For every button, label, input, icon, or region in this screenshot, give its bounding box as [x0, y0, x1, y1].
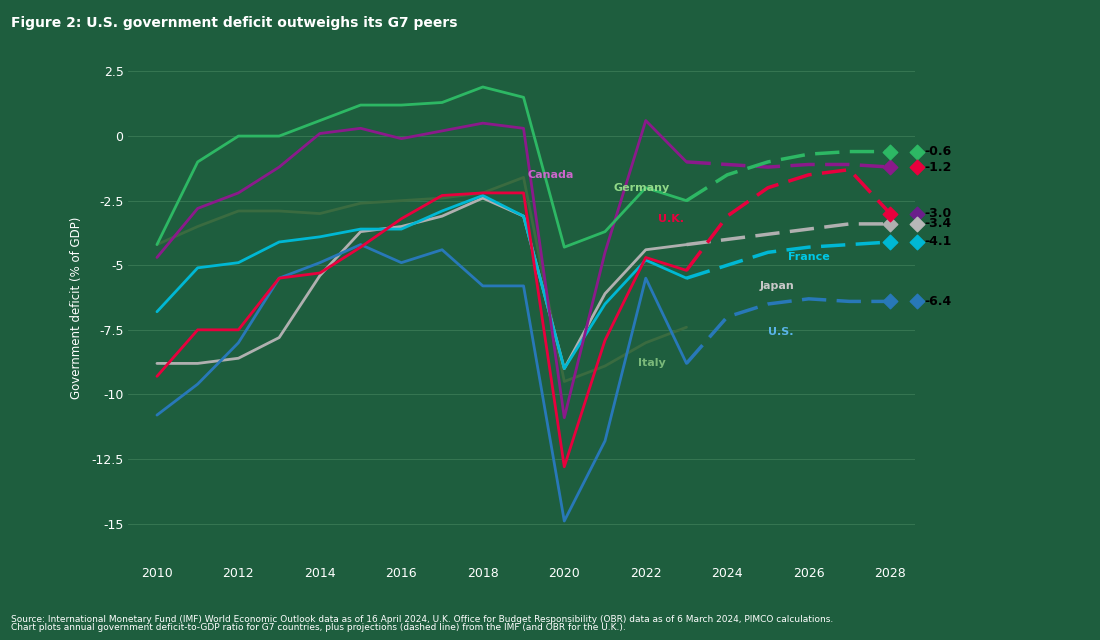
Point [908, 162, 925, 172]
Text: Italy: Italy [638, 358, 666, 369]
Text: France: France [789, 253, 830, 262]
Text: Chart plots annual government deficit-to-GDP ratio for G7 countries, plus projec: Chart plots annual government deficit-to… [11, 623, 626, 632]
Text: U.K.: U.K. [658, 214, 684, 224]
Text: -0.6: -0.6 [925, 145, 952, 158]
Point [908, 147, 925, 157]
Point [908, 219, 925, 229]
Text: -6.4: -6.4 [925, 295, 952, 308]
Text: -1.2: -1.2 [925, 161, 953, 173]
Text: Canada: Canada [528, 170, 574, 180]
Text: -4.1: -4.1 [925, 236, 953, 248]
Text: Source: International Monetary Fund (IMF) World Economic Outlook data as of 16 A: Source: International Monetary Fund (IMF… [11, 615, 834, 624]
Text: Germany: Germany [613, 183, 670, 193]
Text: U.S.: U.S. [768, 328, 793, 337]
Point [881, 237, 899, 247]
Point [881, 219, 899, 229]
Point [881, 209, 899, 219]
Point [881, 162, 899, 172]
Text: -3.0: -3.0 [925, 207, 952, 220]
Y-axis label: Government deficit (% of GDP): Government deficit (% of GDP) [70, 217, 82, 399]
Text: Japan: Japan [760, 281, 794, 291]
Point [908, 237, 925, 247]
Point [908, 296, 925, 307]
Point [881, 147, 899, 157]
Text: Figure 2: U.S. government deficit outweighs its G7 peers: Figure 2: U.S. government deficit outwei… [11, 16, 458, 30]
Point [908, 209, 925, 219]
Text: -3.4: -3.4 [925, 218, 952, 230]
Point [881, 296, 899, 307]
